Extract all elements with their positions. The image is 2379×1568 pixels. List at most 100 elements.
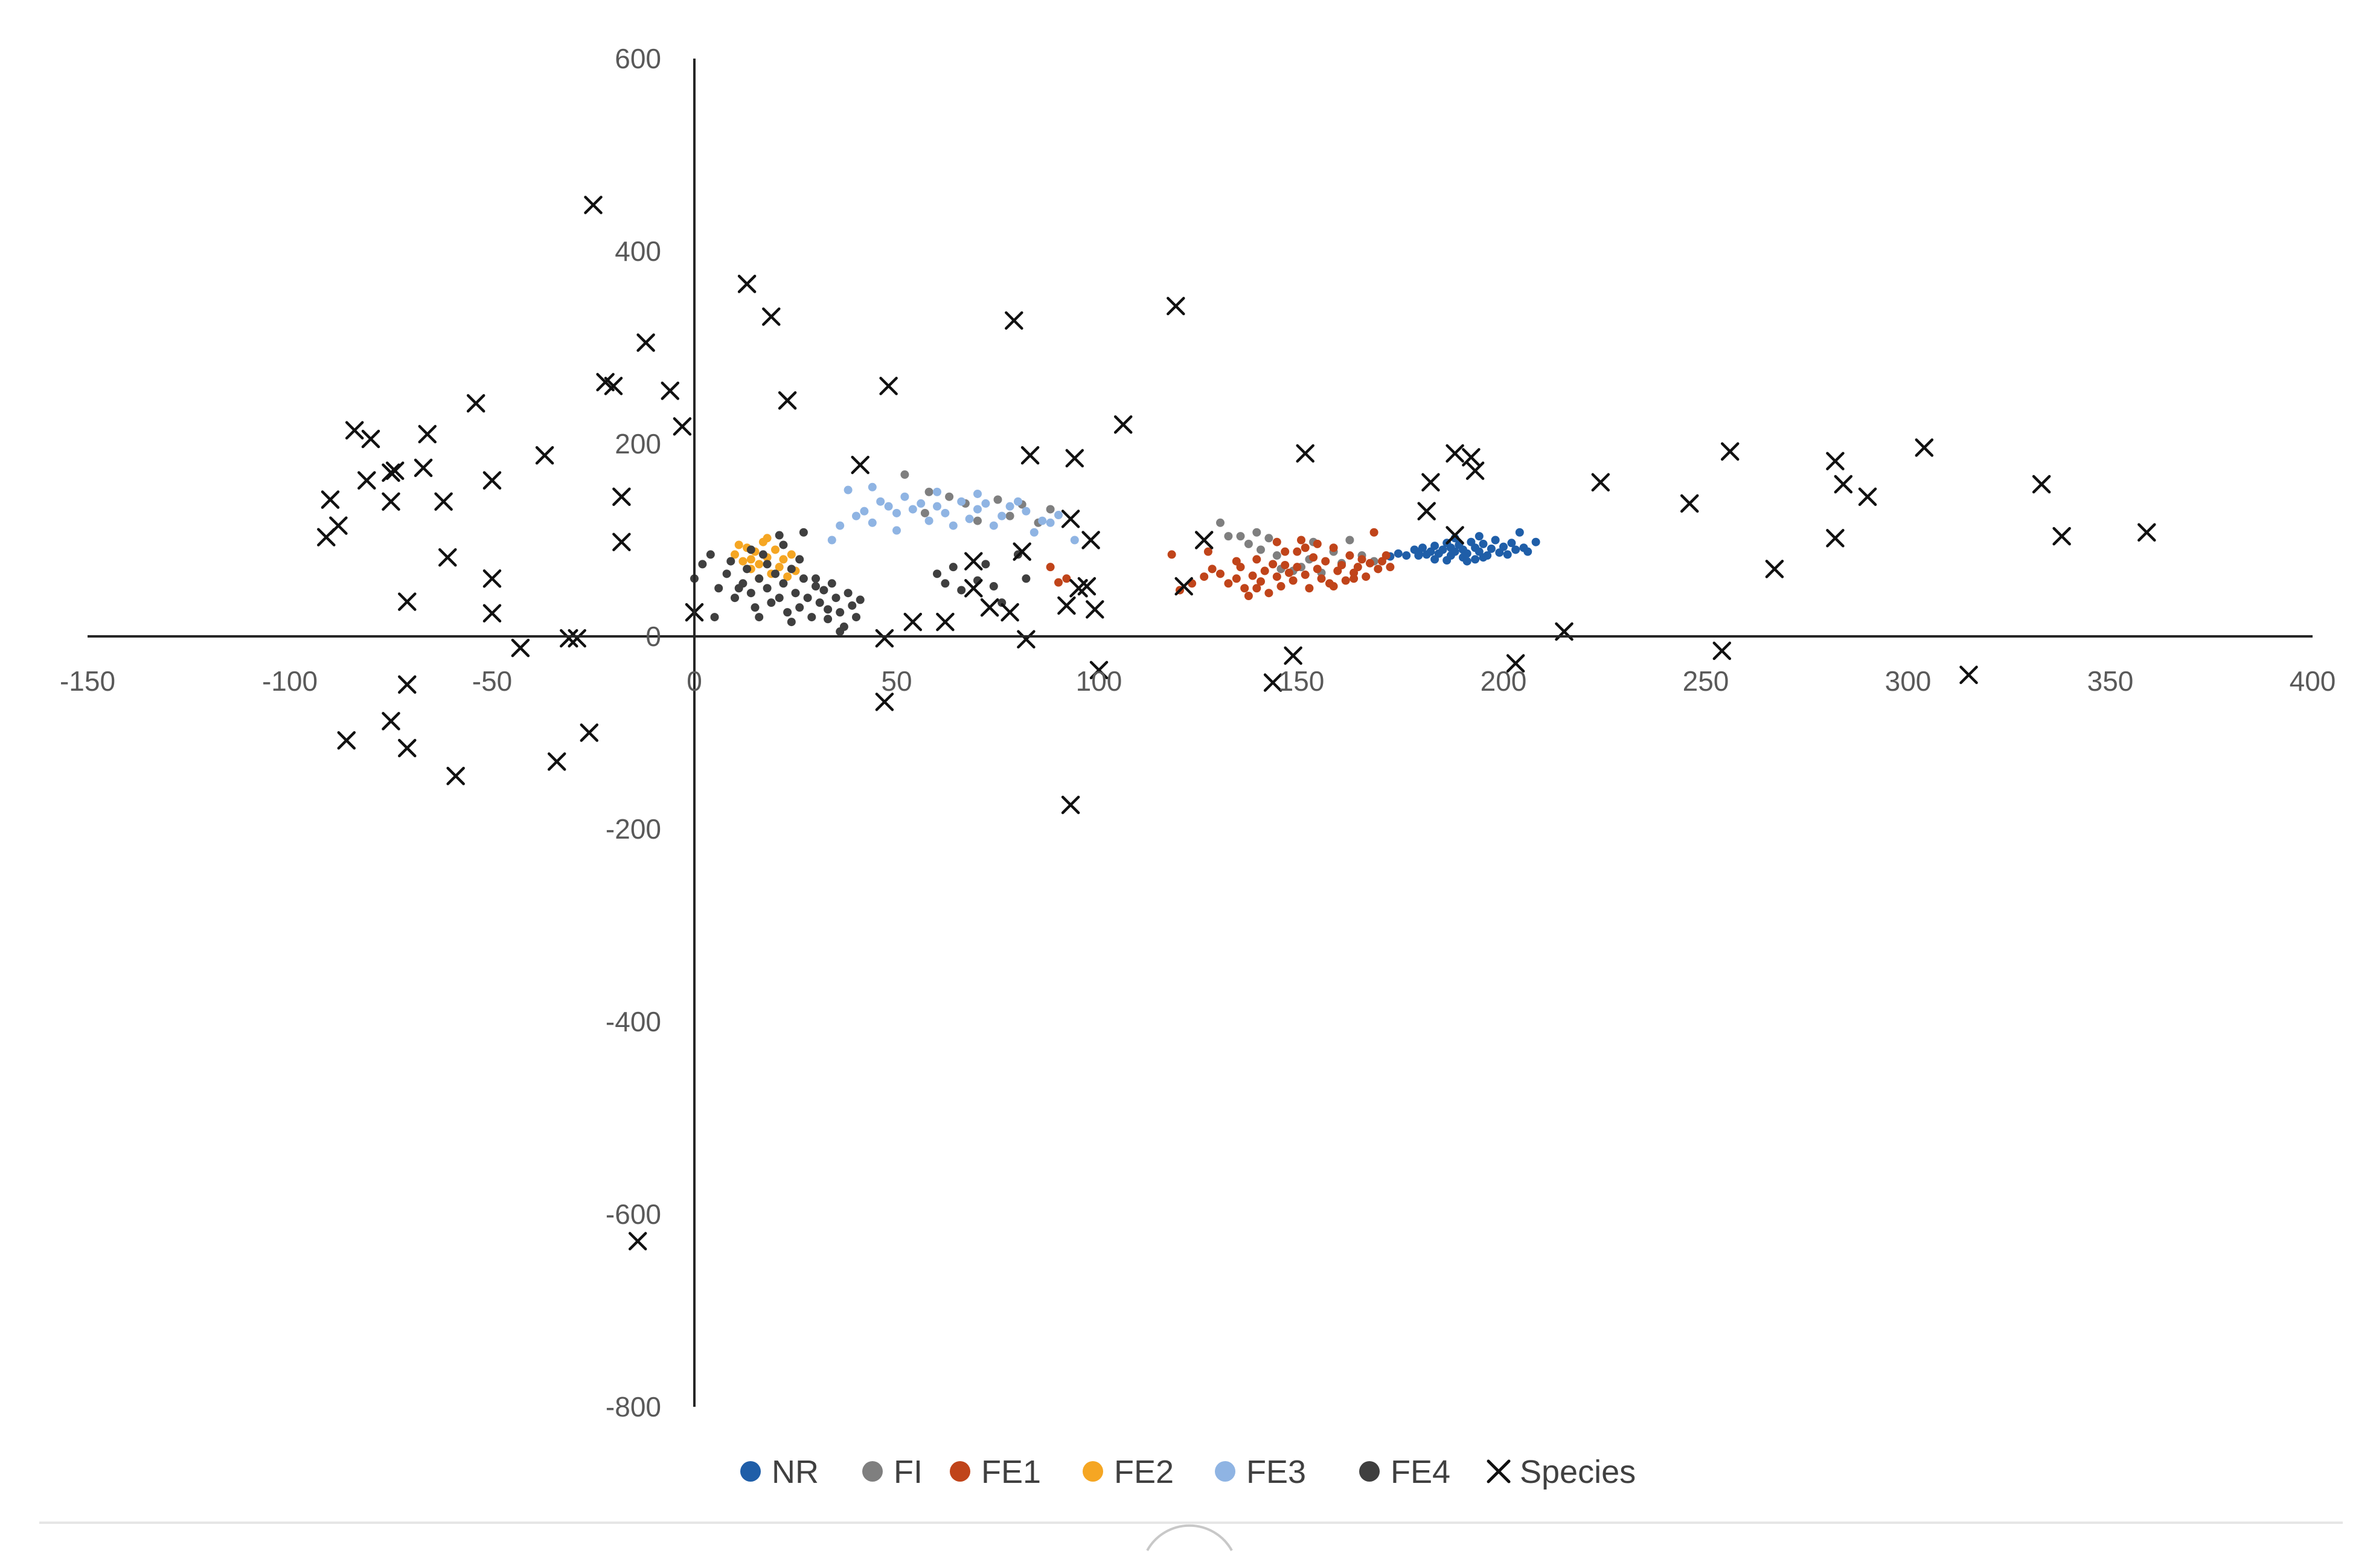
point-fe2	[731, 550, 739, 559]
point-fe4	[803, 594, 812, 603]
point-fe4	[746, 545, 755, 554]
point-fe1	[1353, 563, 1362, 572]
point-fi	[1224, 532, 1233, 541]
x-tick-labels: -150 -100 -50 0 50 100 150 200 250 300 350 400	[60, 665, 2336, 697]
point-species	[1712, 641, 1732, 661]
axes-layer	[88, 59, 2313, 1407]
point-species	[673, 417, 692, 436]
point-fe1	[1224, 579, 1233, 588]
legend-label: FE1	[981, 1454, 1041, 1490]
point-fe4	[819, 586, 828, 595]
point-fe1	[1317, 574, 1326, 583]
point-species	[1086, 600, 1104, 619]
x-tick-label: -50	[472, 665, 512, 697]
point-fe4	[726, 557, 735, 566]
point-species	[1005, 311, 1023, 330]
x-tick-label: -150	[60, 665, 115, 697]
point-species	[612, 487, 631, 506]
x-tick-label: 150	[1278, 665, 1325, 697]
point-fe3	[989, 521, 998, 530]
point-species	[580, 723, 599, 742]
y-tick-label: -600	[606, 1198, 661, 1230]
point-species	[1001, 603, 1019, 622]
point-species	[1446, 526, 1464, 545]
point-fi	[920, 508, 929, 517]
point-fe4	[775, 531, 784, 540]
point-species	[875, 693, 894, 711]
point-species	[604, 377, 623, 395]
point-species	[1834, 475, 1853, 494]
point-fe4	[844, 589, 853, 598]
point-fe4	[767, 598, 776, 607]
point-fe1	[1167, 550, 1176, 559]
point-species	[1089, 661, 1109, 680]
y-tick-label: 0	[645, 621, 661, 652]
point-fe3	[884, 502, 893, 511]
point-fe2	[734, 540, 743, 549]
point-fe2	[738, 557, 748, 566]
point-fe1	[1313, 565, 1322, 574]
point-fe4	[815, 598, 824, 607]
point-species	[1113, 415, 1133, 434]
point-fe1	[1329, 582, 1338, 591]
point-species	[1591, 473, 1610, 492]
point-fe4	[714, 584, 723, 593]
point-nr	[1479, 553, 1488, 562]
point-nr	[1442, 555, 1452, 565]
point-species	[418, 424, 437, 444]
point-fe4	[824, 605, 833, 614]
point-fe3	[868, 518, 877, 527]
point-species	[317, 528, 336, 546]
point-fe4	[763, 560, 772, 569]
point-fe4	[722, 569, 731, 578]
point-fe1	[1374, 565, 1383, 574]
point-fe1	[1062, 574, 1071, 583]
point-fe1	[1200, 572, 1209, 581]
y-tick-label: 600	[615, 43, 661, 74]
point-species	[661, 382, 680, 400]
point-fe4	[856, 595, 865, 604]
point-nr	[1507, 539, 1516, 548]
circle-marker-icon	[740, 1461, 761, 1482]
point-fi	[1257, 545, 1265, 554]
point-species	[1194, 531, 1214, 549]
legend-label: FE3	[1246, 1454, 1306, 1490]
point-species	[482, 471, 502, 490]
point-fe3	[973, 489, 982, 498]
point-fe3	[908, 505, 917, 514]
point-fe1	[1264, 589, 1273, 598]
point-species	[382, 712, 400, 731]
point-species	[980, 598, 999, 617]
point-fe1	[1046, 563, 1055, 572]
point-fe3	[997, 511, 1007, 520]
x-tick-label: 300	[1885, 665, 1932, 697]
point-species	[1017, 630, 1036, 649]
circle-marker-icon	[1215, 1461, 1235, 1482]
point-fe2	[746, 555, 755, 564]
point-species	[482, 604, 502, 622]
point-species	[1174, 577, 1193, 596]
points-layer	[690, 470, 1540, 636]
y-tick-label: 200	[615, 428, 661, 459]
x-tick-label: 50	[881, 665, 912, 697]
point-species	[414, 458, 433, 478]
point-fe4	[758, 550, 767, 559]
point-fe1	[1252, 555, 1261, 564]
point-species	[964, 579, 983, 598]
point-nr	[1479, 539, 1488, 548]
point-fe3	[924, 516, 933, 525]
point-fe1	[1269, 560, 1278, 569]
point-fe1	[1329, 543, 1338, 552]
point-fe1	[1369, 528, 1378, 537]
point-nr	[1531, 537, 1540, 546]
point-fe1	[1244, 592, 1253, 601]
point-fe3	[973, 505, 982, 514]
point-fi	[1272, 551, 1281, 560]
point-fe3	[1046, 518, 1055, 527]
point-nr	[1418, 543, 1427, 552]
legend-item-fe3: FE3	[1215, 1454, 1306, 1490]
point-fe3	[1054, 511, 1063, 520]
point-fe1	[1345, 551, 1354, 560]
point-fe4	[852, 613, 860, 622]
